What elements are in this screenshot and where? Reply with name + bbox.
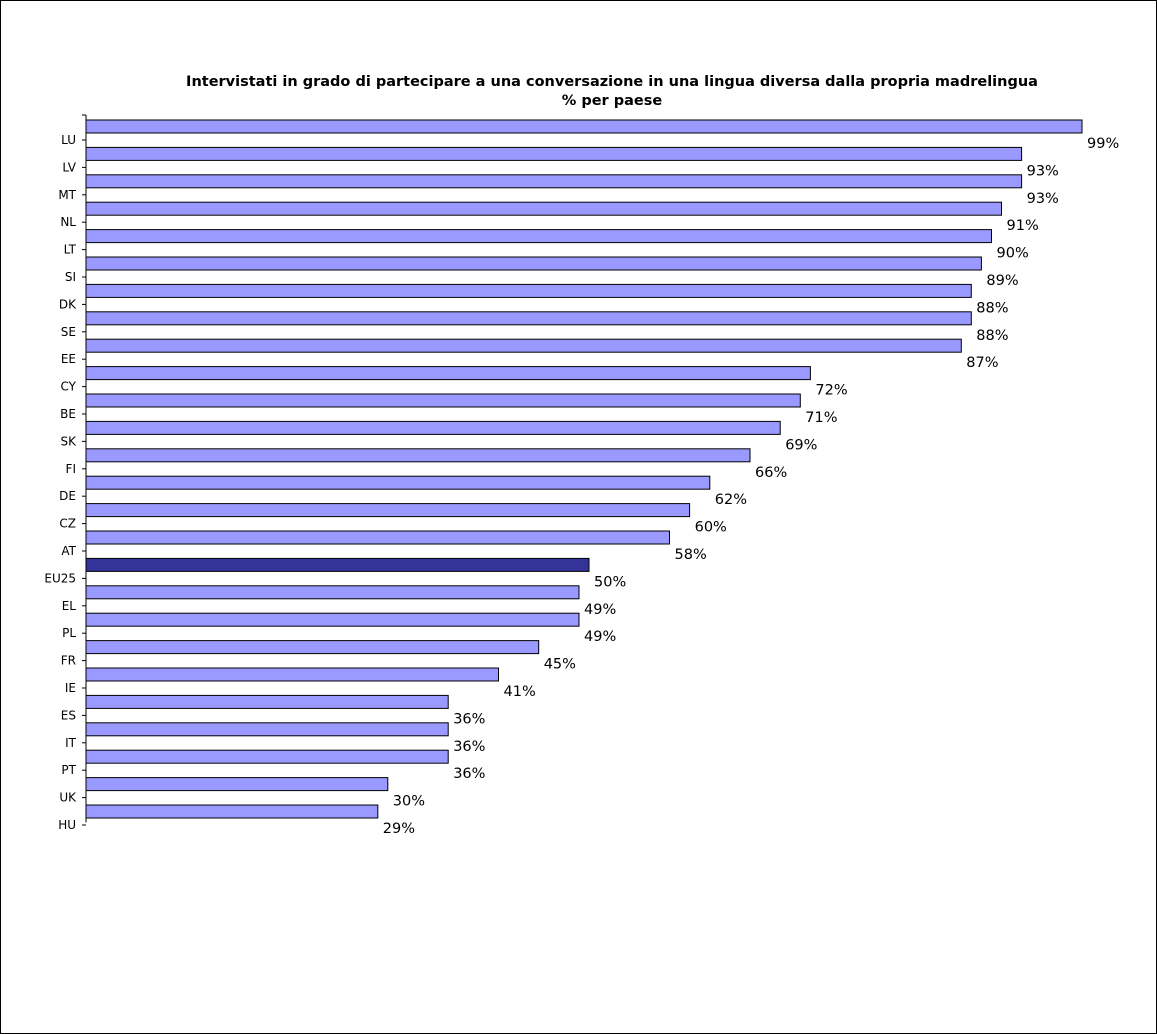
tick-label-uk: UK bbox=[59, 791, 77, 805]
data-label-hu: 29% bbox=[383, 821, 415, 837]
bar-fr bbox=[85, 640, 540, 655]
bar-at bbox=[85, 530, 670, 545]
bar-fi bbox=[85, 448, 751, 463]
bar-mt bbox=[85, 174, 1023, 189]
tick-label-nl: NL bbox=[60, 215, 76, 229]
data-label-nl: 91% bbox=[1007, 218, 1039, 234]
bar-lu bbox=[85, 119, 1083, 134]
bar-lt bbox=[85, 229, 992, 244]
data-label-cy: 72% bbox=[815, 383, 847, 399]
tick-label-at: AT bbox=[61, 544, 76, 558]
chart-title-line: Intervistati in grado di partecipare a u… bbox=[186, 74, 1038, 90]
tick-label-el: EL bbox=[62, 599, 77, 613]
data-label-si: 89% bbox=[986, 273, 1018, 289]
bar-se bbox=[85, 311, 972, 326]
bar-be bbox=[85, 393, 801, 408]
tick-label-lv: LV bbox=[62, 160, 76, 174]
bar-sk bbox=[85, 420, 781, 435]
data-label-lv: 93% bbox=[1027, 163, 1059, 179]
tick-label-lu: LU bbox=[61, 133, 76, 147]
tick-label-fr: FR bbox=[61, 654, 76, 668]
bar-pt bbox=[85, 749, 449, 764]
data-label-eu25: 50% bbox=[594, 574, 626, 590]
tick-label-eu25: EU25 bbox=[44, 571, 76, 585]
data-label-cz: 60% bbox=[695, 520, 727, 536]
data-label-pt: 36% bbox=[453, 766, 485, 782]
tick-label-sk: SK bbox=[61, 434, 78, 448]
bar-hu bbox=[85, 804, 379, 819]
data-label-fr: 45% bbox=[544, 657, 576, 673]
tick-label-it: IT bbox=[65, 736, 77, 750]
tick-label-se: SE bbox=[61, 325, 76, 339]
bar-dk bbox=[85, 283, 972, 298]
bar-uk bbox=[85, 777, 389, 792]
bar-it bbox=[85, 722, 449, 737]
chart-title: Intervistati in grado di partecipare a u… bbox=[1, 73, 1157, 111]
bar-ie bbox=[85, 667, 499, 682]
bar-cz bbox=[85, 503, 691, 518]
tick-label-hu: HU bbox=[58, 818, 76, 832]
data-label-it: 36% bbox=[453, 739, 485, 755]
data-label-fi: 66% bbox=[755, 465, 787, 481]
data-label-pl: 49% bbox=[584, 629, 616, 645]
data-label-lu: 99% bbox=[1087, 136, 1119, 152]
data-label-de: 62% bbox=[715, 492, 747, 508]
tick-label-cz: CZ bbox=[59, 517, 76, 531]
bar-eu25 bbox=[85, 557, 590, 572]
bar-ee bbox=[85, 338, 962, 353]
tick-label-mt: MT bbox=[58, 188, 76, 202]
tick-label-de: DE bbox=[59, 489, 76, 503]
data-label-ee: 87% bbox=[966, 355, 998, 371]
data-label-el: 49% bbox=[584, 602, 616, 618]
tick-label-dk: DK bbox=[59, 297, 77, 311]
tick-label-fi: FI bbox=[66, 462, 76, 476]
tick-label-cy: CY bbox=[61, 380, 77, 394]
data-label-se: 88% bbox=[976, 328, 1008, 344]
data-label-dk: 88% bbox=[976, 300, 1008, 316]
bar-si bbox=[85, 256, 982, 271]
bar-el bbox=[85, 585, 580, 600]
bar-cy bbox=[85, 366, 811, 381]
data-label-ie: 41% bbox=[504, 684, 536, 700]
tick-label-be: BE bbox=[60, 407, 76, 421]
data-label-es: 36% bbox=[453, 711, 485, 727]
tick-label-pt: PT bbox=[61, 763, 76, 777]
bar-es bbox=[85, 694, 449, 709]
tick-label-si: SI bbox=[65, 270, 76, 284]
data-label-sk: 69% bbox=[785, 437, 817, 453]
tick-label-lt: LT bbox=[64, 243, 77, 257]
data-label-mt: 93% bbox=[1027, 191, 1059, 207]
tick-label-pl: PL bbox=[62, 626, 76, 640]
data-label-be: 71% bbox=[805, 410, 837, 426]
data-label-at: 58% bbox=[675, 547, 707, 563]
tick-label-ee: EE bbox=[61, 352, 76, 366]
chart-subtitle: % per paese bbox=[561, 93, 663, 109]
bar-pl bbox=[85, 612, 580, 627]
tick-label-ie: IE bbox=[65, 681, 76, 695]
data-label-lt: 90% bbox=[997, 246, 1029, 262]
data-label-uk: 30% bbox=[393, 794, 425, 810]
bar-de bbox=[85, 475, 711, 490]
bar-nl bbox=[85, 201, 1002, 216]
bar-lv bbox=[85, 146, 1023, 161]
tick-label-es: ES bbox=[61, 708, 76, 722]
